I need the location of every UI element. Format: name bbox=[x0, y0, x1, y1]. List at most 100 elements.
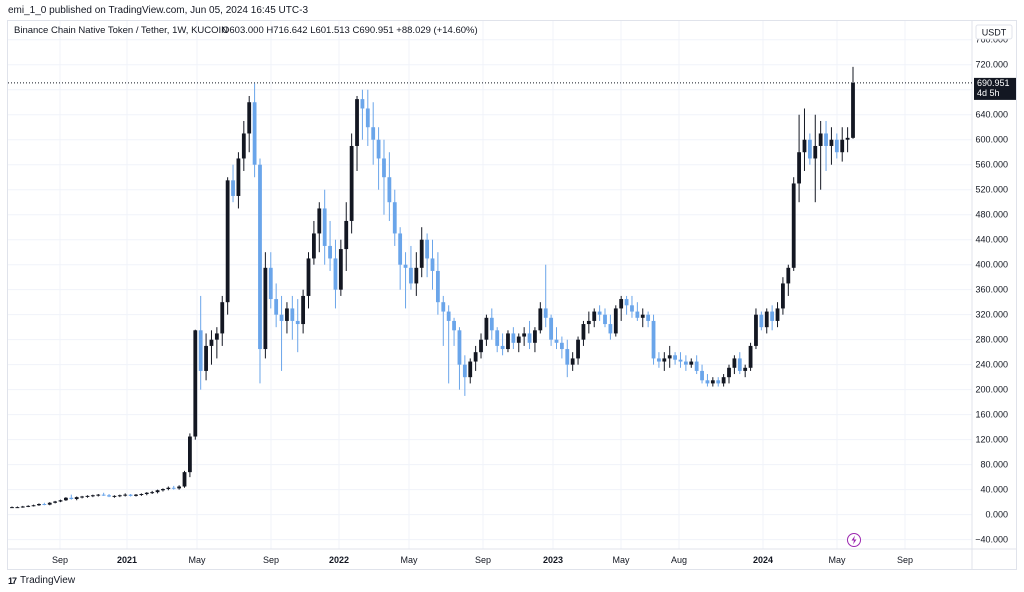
candle-body bbox=[398, 233, 403, 265]
time-tick-label: 2023 bbox=[543, 555, 563, 565]
price-tick-label: 280.000 bbox=[975, 335, 1008, 345]
candle-body bbox=[473, 352, 478, 362]
candle-body bbox=[338, 249, 343, 290]
candle-body bbox=[26, 505, 31, 507]
last-price-label: 690.951 bbox=[977, 78, 1010, 88]
candle-body bbox=[630, 305, 634, 312]
time-tick-label: Aug bbox=[671, 555, 687, 565]
price-tick-label: 240.000 bbox=[975, 360, 1008, 370]
price-tick-label: 520.000 bbox=[975, 185, 1008, 195]
price-tick-label: 200.000 bbox=[975, 385, 1008, 395]
price-tick-label: 80.000 bbox=[980, 460, 1008, 470]
candle-body bbox=[651, 320, 656, 359]
candle-body bbox=[457, 330, 462, 365]
price-axis[interactable]: −40.000 0.000 40.000 80.000 120.000 160.000 20… bbox=[975, 35, 1008, 545]
candle-body bbox=[527, 333, 532, 343]
candle-body bbox=[489, 317, 494, 331]
candle-body bbox=[673, 355, 677, 360]
candle-body bbox=[193, 330, 198, 437]
candle-body bbox=[80, 496, 84, 498]
candle-body bbox=[667, 355, 672, 359]
candle-body bbox=[516, 336, 521, 343]
candle-body bbox=[247, 102, 252, 134]
candle-body bbox=[845, 137, 850, 140]
candle-body bbox=[101, 494, 106, 496]
candle-body bbox=[435, 270, 440, 303]
candle-body bbox=[462, 364, 467, 378]
candle-body bbox=[743, 367, 748, 371]
price-tick-label: 720.000 bbox=[975, 60, 1008, 70]
candle-body bbox=[543, 308, 548, 318]
candle-body bbox=[662, 358, 667, 362]
candle-body bbox=[570, 358, 575, 365]
candle-body bbox=[214, 333, 219, 340]
time-tick-label: May bbox=[400, 555, 418, 565]
candle-body bbox=[355, 99, 359, 146]
candle-body bbox=[161, 489, 165, 491]
candle-body bbox=[349, 145, 354, 221]
candle-body bbox=[419, 239, 424, 268]
usdt-currency-box[interactable]: USDT bbox=[975, 24, 1013, 40]
candle-body bbox=[107, 495, 111, 497]
candle-body bbox=[322, 208, 327, 246]
candle-body bbox=[58, 500, 63, 502]
chart-frame[interactable]: −40.000 0.000 40.000 80.000 120.000 160.000 20… bbox=[7, 20, 1017, 570]
candle-body bbox=[468, 361, 473, 378]
candle-body bbox=[15, 507, 20, 509]
candle-body bbox=[268, 267, 273, 300]
time-tick-label: Sep bbox=[897, 555, 913, 565]
currency-label: USDT bbox=[982, 28, 1007, 38]
candle-body bbox=[171, 487, 176, 489]
tradingview-logo-icon: 17 bbox=[8, 575, 17, 586]
candle-body bbox=[484, 317, 489, 340]
price-tick-label: 400.000 bbox=[975, 260, 1008, 270]
price-tick-label: 480.000 bbox=[975, 210, 1008, 220]
candle-body bbox=[554, 339, 559, 343]
candle-body bbox=[840, 139, 845, 153]
candle-body bbox=[333, 258, 338, 290]
candle-body bbox=[285, 308, 289, 321]
candle-body bbox=[581, 324, 586, 340]
candle-body bbox=[414, 267, 419, 284]
legend-symbol: Binance Chain Native Token / Tether, 1W,… bbox=[14, 25, 228, 36]
time-tick-label: May bbox=[612, 555, 630, 565]
candle-body bbox=[139, 494, 144, 496]
candle-body bbox=[452, 320, 456, 331]
candle-body bbox=[495, 330, 500, 346]
candle-body bbox=[90, 495, 95, 497]
candle-body bbox=[42, 504, 47, 506]
candle-body bbox=[721, 377, 726, 384]
candle-body bbox=[624, 299, 629, 306]
price-tick-label: 0.000 bbox=[985, 510, 1008, 520]
candle-body bbox=[37, 504, 41, 506]
candle-body bbox=[657, 358, 661, 362]
candle-body bbox=[387, 177, 392, 203]
lightning-icon[interactable] bbox=[847, 533, 861, 547]
candle-body bbox=[565, 349, 570, 365]
time-axis[interactable]: Sep 2021 May Sep 2022 May Sep 2023 May Aug 2024 May… bbox=[52, 555, 913, 565]
candle-body bbox=[678, 359, 683, 362]
candle-body bbox=[317, 208, 322, 234]
time-tick-label: May bbox=[828, 555, 846, 565]
candle-body bbox=[549, 317, 554, 340]
candle-body bbox=[150, 492, 155, 494]
candle-body bbox=[511, 333, 516, 343]
candle-body bbox=[522, 333, 527, 337]
candle-body bbox=[279, 314, 284, 321]
candle-body bbox=[818, 133, 823, 146]
candle-body bbox=[824, 133, 828, 146]
candle-body bbox=[198, 330, 203, 371]
price-tick-label: 40.000 bbox=[980, 485, 1008, 495]
candle-body bbox=[295, 320, 300, 325]
time-tick-label: 2024 bbox=[753, 555, 773, 565]
candle-body bbox=[328, 245, 332, 259]
candle-body bbox=[409, 267, 413, 284]
candlestick-chart[interactable]: −40.000 0.000 40.000 80.000 120.000 160.000 20… bbox=[8, 21, 1016, 569]
candle-body bbox=[204, 345, 208, 371]
time-tick-label: 2022 bbox=[329, 555, 349, 565]
price-tick-label: 320.000 bbox=[975, 310, 1008, 320]
candle-body bbox=[716, 380, 721, 384]
candle-body bbox=[31, 505, 36, 507]
candle-body bbox=[646, 314, 651, 321]
price-tick-label: 640.000 bbox=[975, 110, 1008, 120]
